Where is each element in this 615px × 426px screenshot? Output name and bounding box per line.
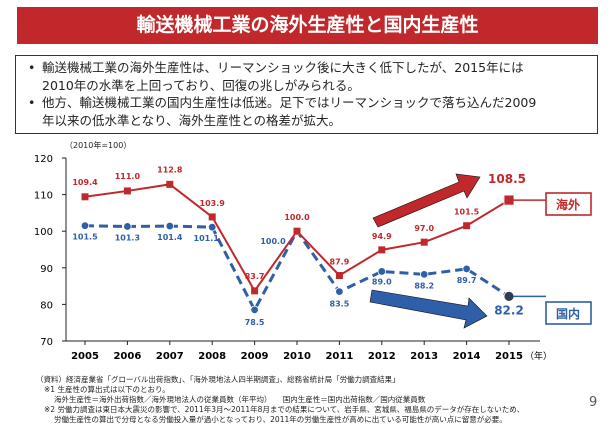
series-line-overseas xyxy=(84,183,510,293)
y-tick-label: 80 xyxy=(40,300,53,311)
data-label-overseas: 101.5 xyxy=(454,208,480,217)
legend-box-domestic xyxy=(545,301,592,325)
bullet-text-line: 他方、輸送機械工業の国内生産性は低迷。足下ではリーマンショックで落ち込んだ200… xyxy=(42,95,537,110)
data-point-overseas xyxy=(251,287,259,295)
data-label-overseas: 111.0 xyxy=(115,172,141,181)
data-label-domestic: 89.0 xyxy=(372,277,392,286)
data-label-domestic: 101.4 xyxy=(157,233,183,242)
bullet-item: • 輸送機械工業の海外生産性は、リーマンショック後に大きく低下したが、2015年… xyxy=(28,59,587,94)
data-point-domestic xyxy=(377,267,386,276)
series-line-domestic xyxy=(84,224,510,314)
x-tick-label: 2010 xyxy=(283,351,311,362)
x-tick-label: 2006 xyxy=(113,351,141,362)
page-number: 9 xyxy=(589,395,598,410)
x-axis-unit: （年） xyxy=(525,350,552,362)
upward-trend-arrow xyxy=(372,173,481,228)
unit-note: （2010年=100） xyxy=(65,141,132,150)
data-point-overseas xyxy=(463,222,471,230)
data-label-domestic: 82.2 xyxy=(494,303,524,317)
data-label-overseas: 83.7 xyxy=(245,272,265,281)
x-tick-label: 2007 xyxy=(156,351,184,362)
legend-box-overseas xyxy=(545,192,592,216)
data-point-overseas xyxy=(293,227,301,235)
legend-label-domestic: 国内 xyxy=(556,306,580,321)
data-label-domestic: 88.2 xyxy=(414,281,434,290)
data-point-domestic xyxy=(420,270,429,279)
data-point-overseas xyxy=(123,187,131,195)
data-label-domestic: 89.7 xyxy=(457,276,477,285)
data-label-domestic: 78.5 xyxy=(245,318,265,327)
page-title: 輸送機械工業の海外生産性と国内生産性 xyxy=(17,7,598,44)
downward-trend-arrow xyxy=(369,289,488,329)
data-label-overseas: 97.0 xyxy=(414,224,434,233)
x-tick-label: 2015 xyxy=(495,351,523,362)
x-tick-label: 2008 xyxy=(198,351,226,362)
y-tick-label: 100 xyxy=(34,227,53,238)
x-tick-label: 2014 xyxy=(453,351,481,362)
data-point-domestic xyxy=(80,221,90,230)
data-point-domestic xyxy=(503,290,515,302)
data-label-overseas: 100.0 xyxy=(284,213,310,222)
data-point-overseas xyxy=(81,193,89,201)
bullet-text-line: 輸送機械工業の海外生産性は、リーマンショック後に大きく低下したが、2015年には xyxy=(42,60,524,75)
legend-label-overseas: 海外 xyxy=(556,197,580,212)
y-tick-label: 110 xyxy=(34,191,53,202)
data-label-domestic: 101.5 xyxy=(72,233,98,242)
footnote-2-cont: 労働生産性の算出で分母となる労働投入量が過小となっており、2011年の労働生産性… xyxy=(54,415,507,424)
x-tick-label: 2013 xyxy=(410,351,438,362)
data-point-overseas xyxy=(166,180,174,188)
data-label-domestic: 100.0 xyxy=(260,237,286,246)
bullet-marker: • xyxy=(28,60,36,75)
data-label-domestic: 101.1 xyxy=(194,234,220,243)
data-point-overseas xyxy=(335,271,343,279)
footnote-source: （資料）経済産業省「グローバル出荷指数」、「海外現地法人四半期調査」、総務省統計… xyxy=(36,375,400,384)
data-label-overseas: 108.5 xyxy=(488,172,526,186)
data-label-overseas: 87.9 xyxy=(330,257,350,266)
bullet-text-line: 年以来の低水準となり、海外生産性との格差が拡大。 xyxy=(42,112,342,128)
bullet-marker: • xyxy=(28,95,36,110)
data-point-overseas xyxy=(208,213,216,221)
x-tick-label: 2011 xyxy=(325,351,353,362)
data-label-overseas: 109.4 xyxy=(72,178,98,187)
y-tick-label: 120 xyxy=(34,154,53,165)
data-point-domestic xyxy=(462,264,471,274)
summary-box: • 輸送機械工業の海外生産性は、リーマンショック後に大きく低下したが、2015年… xyxy=(15,55,598,134)
data-label-overseas: 103.9 xyxy=(200,199,226,208)
data-point-domestic xyxy=(165,221,174,231)
data-point-domestic xyxy=(207,222,217,232)
data-point-domestic xyxy=(123,222,132,231)
data-point-overseas xyxy=(420,238,428,246)
x-tick-label: 2009 xyxy=(241,351,269,362)
data-label-domestic: 83.5 xyxy=(330,300,350,309)
data-label-domestic: 101.3 xyxy=(115,233,140,242)
y-tick-label: 90 xyxy=(40,264,53,275)
x-tick-label: 2012 xyxy=(368,351,396,362)
y-tick-label: 70 xyxy=(40,337,53,348)
data-point-domestic xyxy=(250,305,259,315)
data-point-domestic xyxy=(335,287,344,296)
bullet-text-line: 2010年の水準を上回っており、回復の兆しがみられる。 xyxy=(42,77,360,93)
footnote-1: ※1 生産性の算出式は以下のとおり。 xyxy=(44,385,170,394)
x-tick-label: 2005 xyxy=(71,351,99,362)
data-point-overseas xyxy=(378,246,386,254)
bullet-item: • 他方、輸送機械工業の国内生産性は低迷。足下ではリーマンショックで落ち込んだ2… xyxy=(28,94,587,129)
footnote-formula: 海外生産性＝海外出荷指数／海外現地法人の従業員数（年平均） 国内生産性＝国内出荷… xyxy=(54,395,426,404)
data-label-overseas: 112.8 xyxy=(157,165,183,174)
footnote-2: ※2 労働力調査は東日本大震災の影響で、2011年3月〜2011年8月までの結果… xyxy=(44,405,525,414)
data-label-overseas: 94.9 xyxy=(372,232,392,241)
